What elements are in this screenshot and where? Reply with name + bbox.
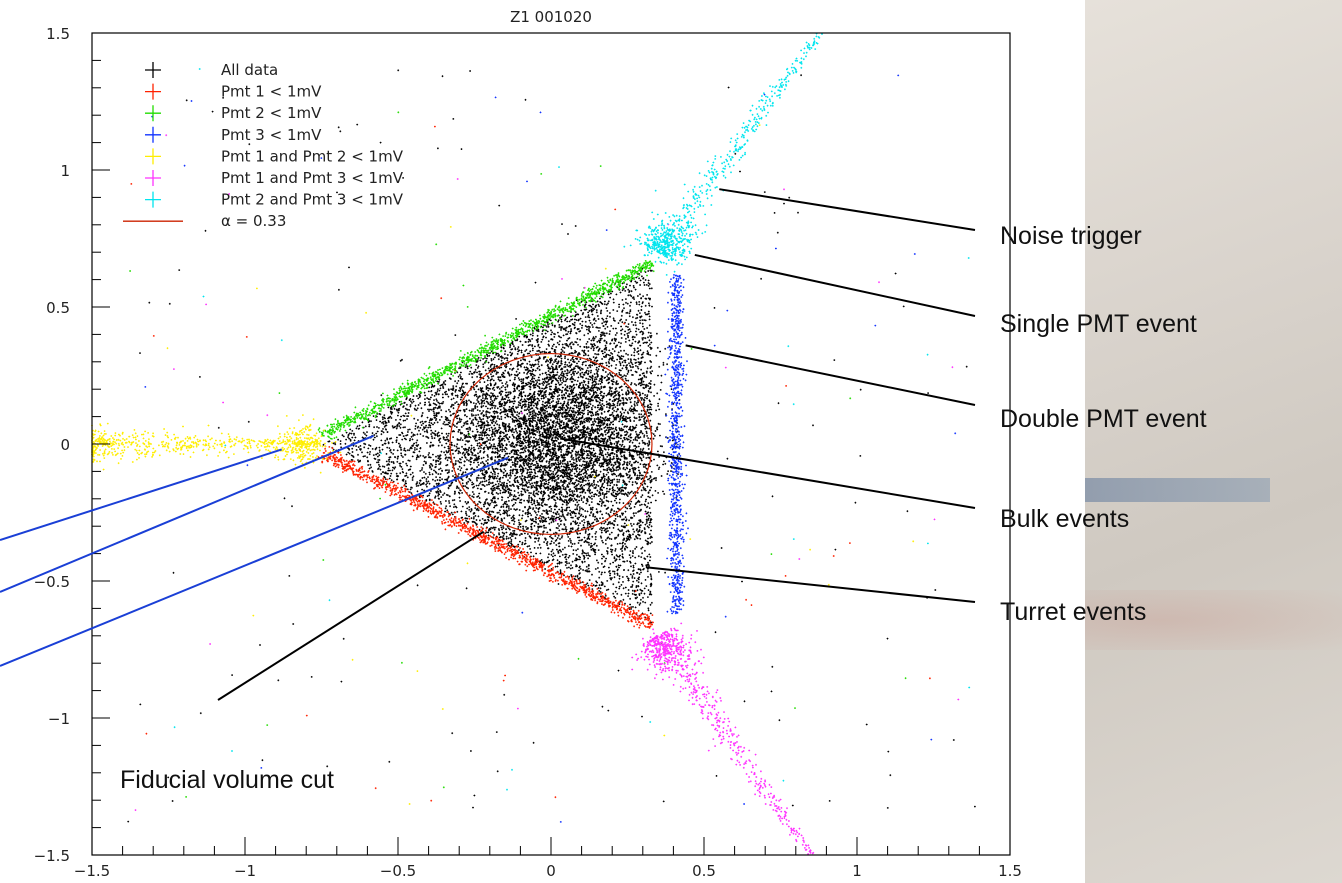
legend-label: All data [221,61,278,79]
chart-title: Z1 001020 [510,8,592,26]
legend-entry: Pmt 1 and Pmt 3 < 1mV [145,169,404,187]
series-points-6 [173,32,971,791]
legend-entry: Pmt 1 and Pmt 2 < 1mV [145,147,404,165]
annotation-pointer [685,344,976,406]
blue-pointer [0,434,374,593]
annotation-label: Noise trigger [1000,222,1142,250]
legend-marker [145,170,161,186]
y-tick-label: −1 [48,710,70,728]
fiducial-circle-layer [449,352,653,536]
axis-ticks: −1.5 −1 −0.5 0 0.5 1 1.5 −1.5 −1 −0.5 0 0.5 1 1.5 [34,25,1022,880]
annotation-pointer [719,188,976,231]
blue-pointer [0,456,509,667]
blue-pointer [0,448,283,541]
legend-label: Pmt 1 < 1mV [221,83,322,101]
legend-entry: Pmt 1 < 1mV [145,83,322,101]
legend-label: α = 0.33 [221,212,286,230]
y-tick-label: −0.5 [34,573,70,591]
legend-entry: Pmt 2 < 1mV [145,104,322,122]
series-points-0 [127,69,976,823]
series-points-2 [129,111,907,798]
legend-label: Pmt 1 and Pmt 3 < 1mV [221,169,404,187]
x-tick-label: −1.5 [74,862,110,880]
legend-label: Pmt 3 < 1mV [221,126,322,144]
y-tick-label: 0.5 [46,299,70,317]
y-tick-label: −1.5 [34,847,70,865]
legend-marker [145,105,161,122]
y-tick-label: 0 [60,436,70,454]
annotation-label: Single PMT event [1000,310,1197,338]
annotation-label: Fiducial volume cut [120,766,334,794]
legend-marker [145,62,161,78]
annotation-label: Double PMT event [1000,405,1207,433]
legend-label: Pmt 1 and Pmt 2 < 1mV [221,147,404,165]
x-tick-label: −1 [234,862,256,880]
y-tick-label: 1 [60,162,70,180]
annotation-pointers [0,188,976,701]
annotation-pointer [645,566,976,603]
legend-marker [145,83,161,100]
legend: All data Pmt 1 < 1mV Pmt 2 < 1mV Pmt 3 < 1m… [123,61,404,230]
legend-label: Pmt 2 < 1mV [221,104,322,122]
annotation-pointer [560,437,976,509]
annotation-pointer [694,253,976,317]
y-tick-label: 1.5 [46,25,70,43]
background-photo-spot [1085,590,1342,650]
legend-marker [145,148,161,165]
x-tick-label: 0.5 [692,862,716,880]
x-tick-label: 1.5 [998,862,1022,880]
legend-entry: Pmt 3 < 1mV [145,126,322,144]
series-points-5 [134,134,960,855]
legend-entry: All data [145,61,278,79]
legend-marker [145,191,161,208]
series-points-3 [144,74,957,823]
fiducial-circle [449,352,653,536]
background-photo [1085,0,1342,883]
annotation-pointer [217,530,485,701]
x-tick-label: 1 [852,862,862,880]
legend-marker [145,126,161,143]
series-points-1 [130,125,931,802]
background-photo-stripe [1085,478,1270,502]
annotation-label: Turret events [1000,598,1147,626]
annotation-label: Bulk events [1000,505,1130,533]
x-tick-label: 0 [546,862,556,880]
series-points-4 [91,124,915,805]
scatter-points [91,32,976,855]
legend-entry: Pmt 2 and Pmt 3 < 1mV [145,191,404,209]
x-tick-label: −0.5 [380,862,416,880]
legend-label: Pmt 2 and Pmt 3 < 1mV [221,191,404,209]
legend-entry: α = 0.33 [123,212,286,230]
